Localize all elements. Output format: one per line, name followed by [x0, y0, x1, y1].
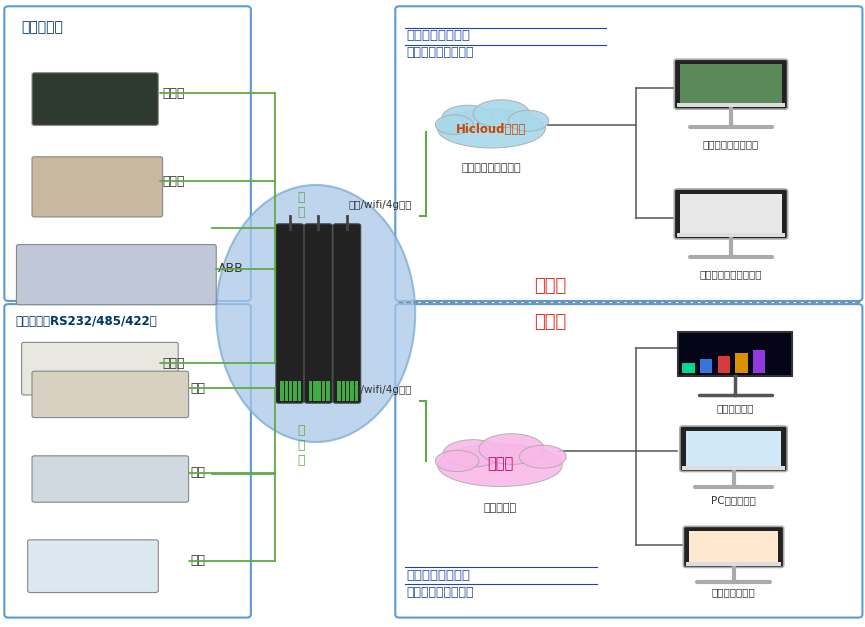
FancyBboxPatch shape	[289, 381, 292, 401]
Text: 网
线: 网 线	[298, 191, 304, 219]
FancyBboxPatch shape	[285, 381, 288, 401]
Text: 有线/wifi/4g网络: 有线/wifi/4g网络	[349, 385, 413, 395]
FancyBboxPatch shape	[346, 381, 349, 401]
FancyBboxPatch shape	[680, 426, 787, 472]
FancyBboxPatch shape	[317, 381, 321, 401]
FancyBboxPatch shape	[686, 562, 781, 566]
Text: 移动端数据监控: 移动端数据监控	[712, 587, 755, 598]
Ellipse shape	[442, 105, 493, 130]
Text: 应用二: 应用二	[535, 314, 567, 332]
Text: 有线/wifi/4g网络: 有线/wifi/4g网络	[349, 200, 413, 210]
FancyBboxPatch shape	[304, 224, 332, 403]
Text: PC端数据监控: PC端数据监控	[711, 495, 756, 505]
Ellipse shape	[519, 445, 566, 468]
Ellipse shape	[443, 440, 503, 467]
FancyBboxPatch shape	[32, 456, 189, 502]
FancyBboxPatch shape	[16, 245, 216, 305]
Ellipse shape	[473, 100, 529, 128]
Text: 串口设备（RS232/485/422）: 串口设备（RS232/485/422）	[16, 315, 157, 329]
Text: 西门子: 西门子	[163, 87, 185, 100]
Text: 远程编程调试服务: 远程编程调试服务	[407, 29, 471, 42]
Text: 远程程序监控及上下载: 远程程序监控及上下载	[700, 269, 762, 279]
Text: 仪表: 仪表	[190, 554, 205, 567]
Ellipse shape	[509, 110, 548, 131]
FancyBboxPatch shape	[682, 362, 695, 373]
FancyBboxPatch shape	[22, 342, 178, 395]
FancyBboxPatch shape	[280, 381, 284, 401]
FancyBboxPatch shape	[276, 224, 304, 403]
Text: 远程组态调试及监控: 远程组态调试及监控	[702, 139, 759, 149]
FancyBboxPatch shape	[326, 381, 330, 401]
Text: 以太网设备: 以太网设备	[22, 20, 63, 34]
Ellipse shape	[438, 109, 545, 148]
FancyBboxPatch shape	[718, 356, 730, 373]
Text: 串
口
线: 串 口 线	[298, 424, 304, 466]
FancyBboxPatch shape	[681, 194, 782, 234]
FancyBboxPatch shape	[700, 359, 713, 373]
FancyBboxPatch shape	[293, 381, 297, 401]
Text: 中控大屏展示: 中控大屏展示	[716, 403, 754, 413]
FancyBboxPatch shape	[735, 353, 747, 373]
Ellipse shape	[435, 115, 473, 134]
Ellipse shape	[438, 444, 562, 487]
Text: ABB: ABB	[218, 263, 244, 275]
Text: （设备本地化操作）: （设备本地化操作）	[407, 46, 474, 60]
FancyBboxPatch shape	[675, 59, 788, 109]
FancyBboxPatch shape	[322, 381, 325, 401]
Text: 思普云: 思普云	[487, 456, 513, 472]
FancyBboxPatch shape	[28, 540, 158, 593]
Ellipse shape	[479, 434, 544, 465]
FancyBboxPatch shape	[689, 532, 778, 562]
FancyBboxPatch shape	[686, 431, 781, 466]
FancyBboxPatch shape	[678, 332, 792, 376]
FancyBboxPatch shape	[682, 466, 785, 470]
FancyBboxPatch shape	[309, 381, 312, 401]
FancyBboxPatch shape	[32, 157, 163, 217]
FancyBboxPatch shape	[676, 103, 785, 107]
Text: 安全专用网络云服务: 安全专用网络云服务	[462, 163, 521, 173]
Text: 三菱: 三菱	[190, 466, 205, 479]
FancyBboxPatch shape	[350, 381, 354, 401]
Text: Hicloud云平台: Hicloud云平台	[456, 124, 527, 136]
FancyBboxPatch shape	[683, 527, 784, 567]
Text: 施耐德: 施耐德	[163, 175, 185, 187]
FancyBboxPatch shape	[313, 381, 317, 401]
Text: 数据采集传输服务: 数据采集传输服务	[407, 569, 471, 582]
Text: 松下: 松下	[190, 382, 205, 394]
FancyBboxPatch shape	[676, 233, 785, 237]
FancyBboxPatch shape	[32, 73, 158, 125]
Text: 数据云服务: 数据云服务	[484, 503, 516, 513]
FancyBboxPatch shape	[675, 189, 788, 239]
FancyBboxPatch shape	[333, 224, 361, 403]
FancyBboxPatch shape	[342, 381, 345, 401]
Ellipse shape	[216, 185, 415, 442]
FancyBboxPatch shape	[298, 381, 301, 401]
FancyBboxPatch shape	[753, 350, 766, 373]
Text: （协议解析及转换）: （协议解析及转换）	[407, 586, 474, 599]
FancyBboxPatch shape	[337, 381, 341, 401]
Text: 摄像机: 摄像机	[163, 357, 185, 369]
FancyBboxPatch shape	[681, 65, 782, 104]
Text: 应用一: 应用一	[535, 277, 567, 295]
Ellipse shape	[435, 450, 479, 472]
FancyBboxPatch shape	[355, 381, 358, 401]
FancyBboxPatch shape	[32, 371, 189, 418]
